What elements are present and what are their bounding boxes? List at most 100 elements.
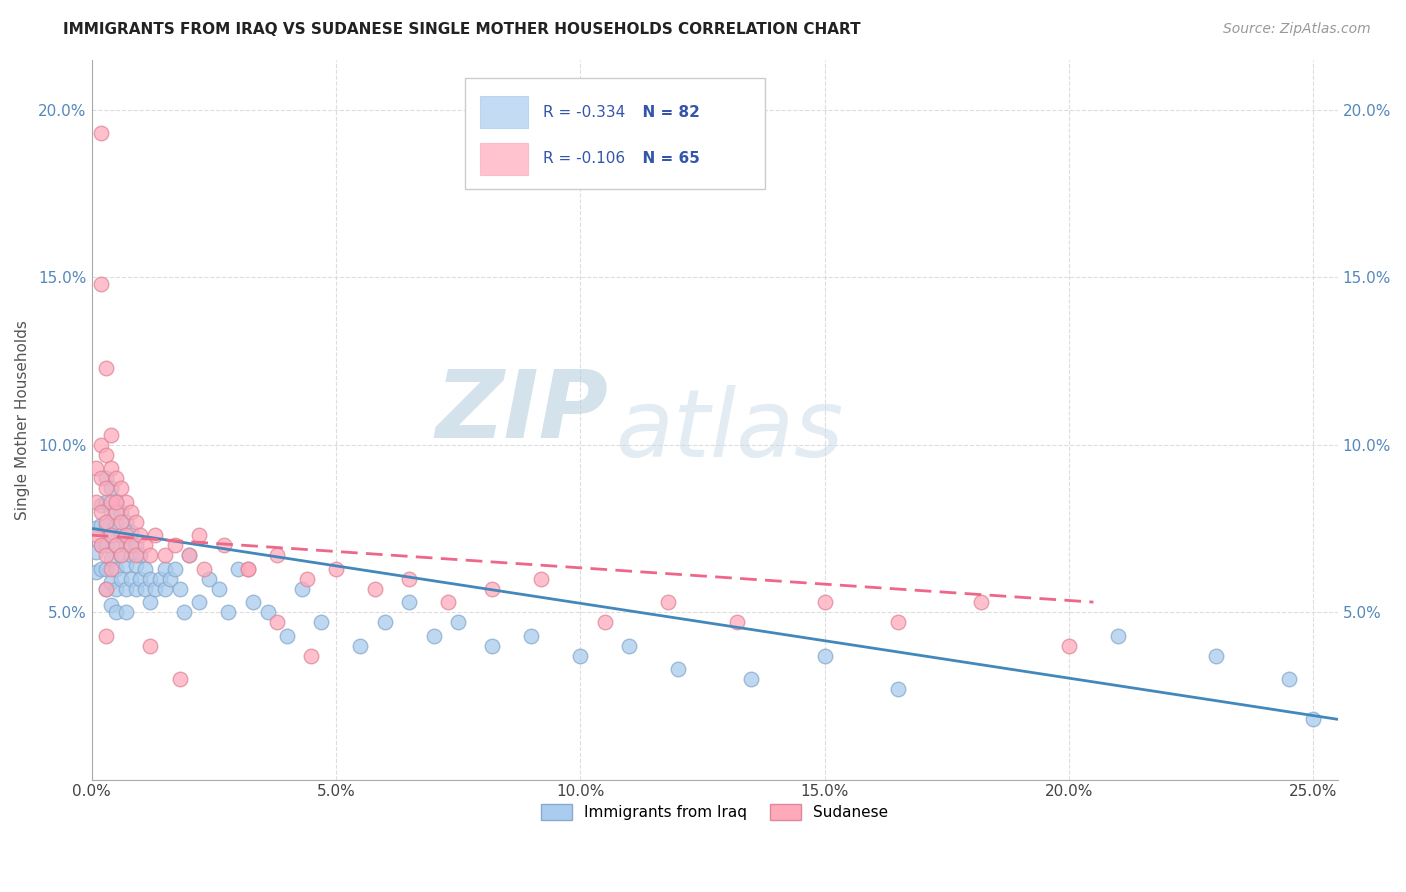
Point [100,561,122,575]
Point [188,595,211,609]
Point [90,438,112,452]
Text: R = -0.334: R = -0.334 [543,104,624,120]
Point [814,648,837,663]
Point [207,582,229,596]
Point [309,615,332,630]
Point [105,538,128,552]
Point [96,518,118,533]
Point [96,515,118,529]
Point [1057,639,1080,653]
Point [96,481,118,495]
Point [153,561,176,575]
Point [110,515,132,529]
Point [120,572,142,586]
Point [1278,672,1301,686]
Point [193,561,215,575]
Point [169,582,191,596]
Point [740,672,762,686]
Point [110,548,132,562]
Point [481,582,503,596]
Point [242,595,264,609]
Point [86,461,108,475]
Point [96,538,118,552]
Point [143,582,166,596]
Point [970,595,993,609]
Point [657,595,679,609]
Point [134,582,156,596]
Point [124,582,146,596]
Point [124,538,146,552]
Point [110,505,132,519]
Point [120,538,142,552]
Point [105,471,128,485]
Point [86,528,108,542]
Text: N = 65: N = 65 [633,152,700,167]
Point [569,648,592,663]
Point [114,582,136,596]
Point [422,629,444,643]
Point [96,448,118,462]
Point [96,548,118,562]
Text: ZIP: ZIP [436,367,609,458]
Point [217,605,239,619]
Point [1302,712,1324,726]
Point [110,548,132,562]
Text: R = -0.106: R = -0.106 [543,152,624,167]
Point [100,427,122,442]
Point [276,629,298,643]
Legend: Immigrants from Iraq, Sudanese: Immigrants from Iraq, Sudanese [536,797,894,826]
Point [887,682,910,697]
Point [100,574,122,589]
Point [159,572,181,586]
Point [169,672,191,686]
Point [86,545,108,559]
Point [100,528,122,542]
Point [236,561,259,575]
Point [120,505,142,519]
Text: IMMIGRANTS FROM IRAQ VS SUDANESE SINGLE MOTHER HOUSEHOLDS CORRELATION CHART: IMMIGRANTS FROM IRAQ VS SUDANESE SINGLE … [63,22,860,37]
Point [90,126,112,140]
Point [481,639,503,653]
Point [530,572,553,586]
Point [124,548,146,562]
Point [105,494,128,508]
Text: Source: ZipAtlas.com: Source: ZipAtlas.com [1223,22,1371,37]
Point [100,481,122,495]
Point [887,615,910,630]
Point [134,538,156,552]
Point [1205,648,1227,663]
Point [90,498,112,512]
Point [163,561,186,575]
Point [90,505,112,519]
Point [105,561,128,575]
Point [179,548,201,562]
FancyBboxPatch shape [465,78,765,189]
Point [129,572,152,586]
Point [114,528,136,542]
Point [374,615,396,630]
Point [90,277,112,291]
Point [212,538,235,552]
Point [139,572,162,586]
Point [134,561,156,575]
Point [437,595,460,609]
Point [105,605,128,619]
Point [100,461,122,475]
Point [226,561,249,575]
Point [295,572,318,586]
Point [266,548,288,562]
Point [86,521,108,535]
Point [617,639,640,653]
Point [100,551,122,566]
Point [173,605,195,619]
Point [447,615,470,630]
Text: N = 82: N = 82 [633,104,700,120]
Point [153,548,176,562]
Point [129,548,152,562]
Point [105,494,128,508]
Point [105,505,128,519]
Point [90,538,112,552]
Point [114,605,136,619]
Point [114,538,136,552]
Point [96,561,118,575]
